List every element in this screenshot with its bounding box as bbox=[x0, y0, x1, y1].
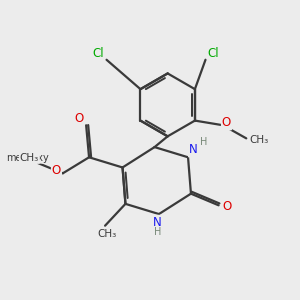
Text: Cl: Cl bbox=[93, 47, 104, 60]
Text: CH₃: CH₃ bbox=[249, 135, 268, 145]
Text: CH₃: CH₃ bbox=[20, 153, 39, 163]
Text: N: N bbox=[189, 143, 198, 157]
Text: methoxy: methoxy bbox=[7, 153, 49, 163]
Text: O: O bbox=[74, 112, 83, 125]
Text: H: H bbox=[154, 227, 161, 237]
Text: O: O bbox=[223, 200, 232, 213]
Text: H: H bbox=[200, 137, 208, 147]
Text: N: N bbox=[153, 216, 162, 229]
Text: O: O bbox=[222, 116, 231, 129]
Text: O: O bbox=[52, 164, 61, 178]
Text: Cl: Cl bbox=[208, 47, 220, 60]
Text: CH₃: CH₃ bbox=[97, 230, 116, 239]
